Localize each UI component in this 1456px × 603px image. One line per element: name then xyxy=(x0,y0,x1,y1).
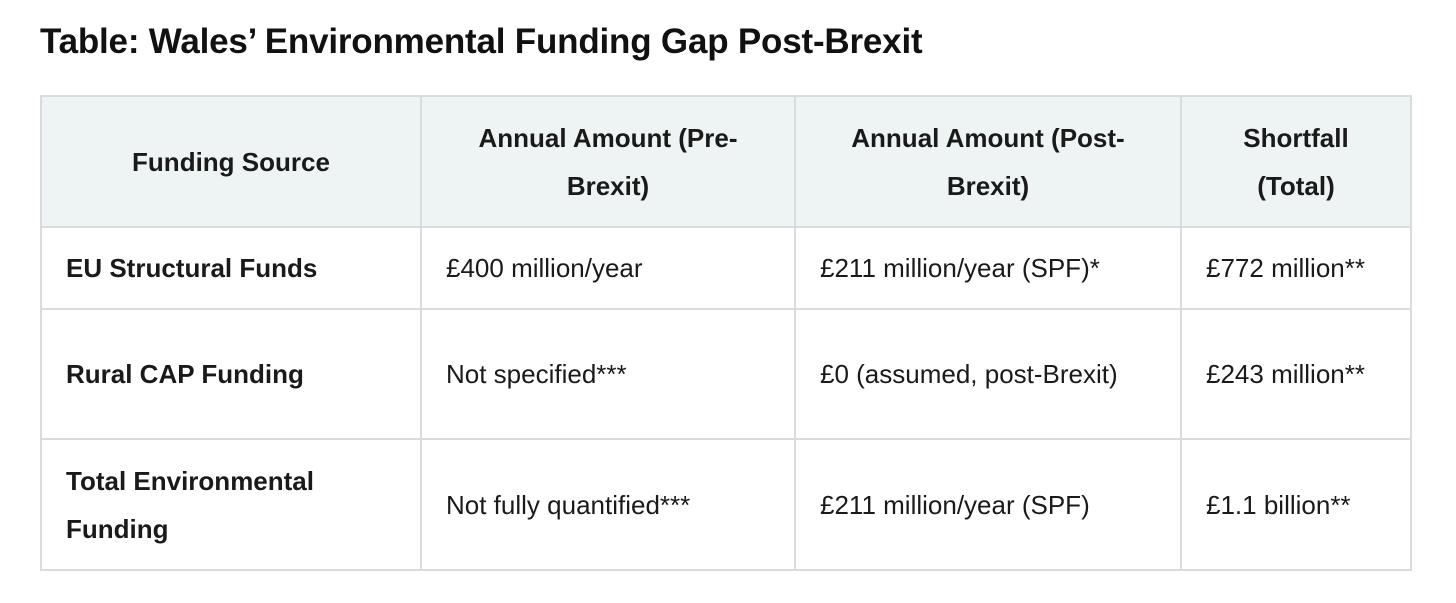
header-post-brexit: Annual Amount (Post-Brexit) xyxy=(794,95,1182,228)
cell-post-brexit: £0 (assumed, post-Brexit) xyxy=(794,308,1182,440)
page-title: Table: Wales’ Environmental Funding Gap … xyxy=(40,22,923,61)
header-funding-source: Funding Source xyxy=(40,95,422,228)
cell-shortfall: £1.1 billion** xyxy=(1180,438,1412,571)
table-row: Rural CAP Funding Not specified*** £0 (a… xyxy=(40,308,1412,440)
funding-gap-table: Funding Source Annual Amount (Pre-Brexit… xyxy=(40,95,1412,571)
cell-shortfall: £243 million** xyxy=(1180,308,1412,440)
cell-post-brexit: £211 million/year (SPF) xyxy=(794,438,1182,571)
table-row: Total Environmental Funding Not fully qu… xyxy=(40,438,1412,571)
header-shortfall: Shortfall (Total) xyxy=(1180,95,1412,228)
cell-post-brexit: £211 million/year (SPF)* xyxy=(794,226,1182,310)
cell-funding-source: EU Structural Funds xyxy=(40,226,422,310)
cell-pre-brexit: £400 million/year xyxy=(420,226,796,310)
cell-funding-source: Rural CAP Funding xyxy=(40,308,422,440)
cell-pre-brexit: Not specified*** xyxy=(420,308,796,440)
header-pre-brexit: Annual Amount (Pre-Brexit) xyxy=(420,95,796,228)
table-header-row: Funding Source Annual Amount (Pre-Brexit… xyxy=(40,95,1412,228)
cell-shortfall: £772 million** xyxy=(1180,226,1412,310)
cell-funding-source: Total Environmental Funding xyxy=(40,438,422,571)
cell-pre-brexit: Not fully quantified*** xyxy=(420,438,796,571)
table-row: EU Structural Funds £400 million/year £2… xyxy=(40,226,1412,310)
